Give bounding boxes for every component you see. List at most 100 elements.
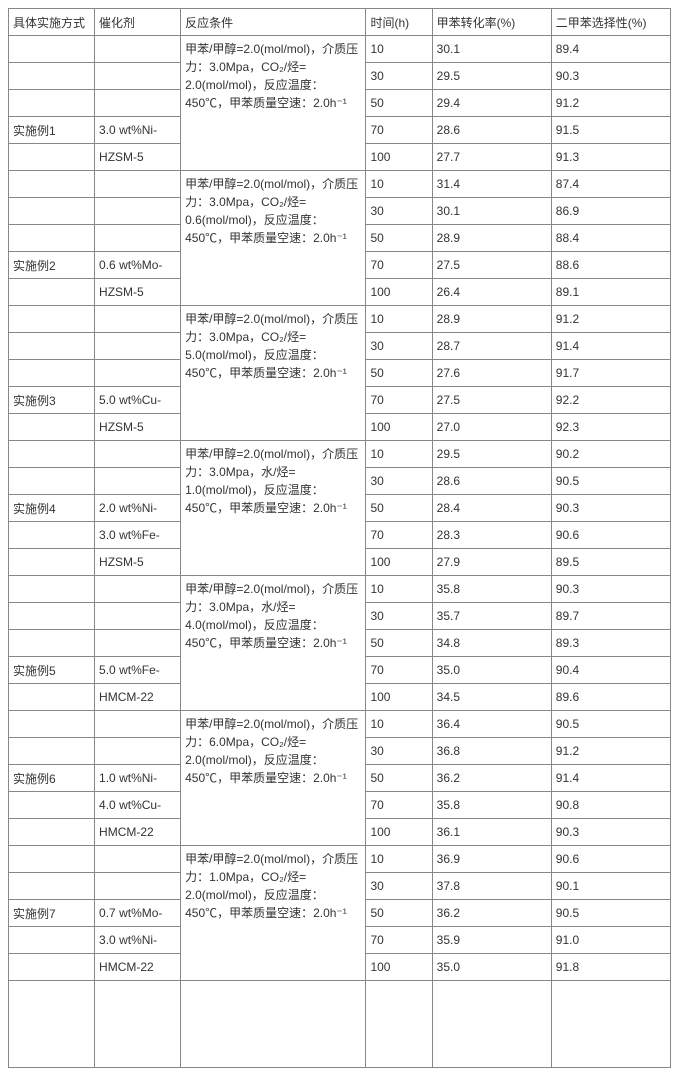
- cell-mode: [9, 171, 95, 198]
- cell-catalyst: [95, 360, 181, 387]
- cell-conv: 36.4: [432, 711, 551, 738]
- cell-time: 100: [366, 414, 432, 441]
- cell-mode: 实施例7: [9, 900, 95, 927]
- cell-mode: [9, 36, 95, 63]
- cell-conditions: 甲苯/甲醇=2.0(mol/mol)，介质压力：3.0Mpa，CO₂/烃= 2.…: [181, 36, 366, 171]
- cell-mode: 实施例4: [9, 495, 95, 522]
- cell-mode: [9, 954, 95, 981]
- cell-conv: 27.0: [432, 414, 551, 441]
- cell-sel: 89.3: [551, 630, 670, 657]
- table-row: 甲苯/甲醇=2.0(mol/mol)，介质压力：3.0Mpa，水/烃= 4.0(…: [9, 576, 671, 603]
- cell-time: 10: [366, 306, 432, 333]
- cell-mode: [9, 711, 95, 738]
- cell-sel: 91.4: [551, 765, 670, 792]
- cell-time: 100: [366, 279, 432, 306]
- cell-conv: 35.7: [432, 603, 551, 630]
- cell-catalyst: HZSM-5: [95, 279, 181, 306]
- cell-conv: 29.5: [432, 441, 551, 468]
- cell-mode: [9, 603, 95, 630]
- cell-conv: 28.4: [432, 495, 551, 522]
- cell-sel: 87.4: [551, 171, 670, 198]
- cell-time: 10: [366, 171, 432, 198]
- table-row: 甲苯/甲醇=2.0(mol/mol)，介质压力：3.0Mpa，CO₂/烃= 2.…: [9, 36, 671, 63]
- cell-catalyst: 3.0 wt%Fe-: [95, 522, 181, 549]
- cell-mode: 实施例2: [9, 252, 95, 279]
- cell-mode: [9, 927, 95, 954]
- cell-time: 100: [366, 144, 432, 171]
- cell-conditions: 甲苯/甲醇=2.0(mol/mol)，介质压力：3.0Mpa，CO₂/烃= 0.…: [181, 171, 366, 306]
- cell-time: 70: [366, 522, 432, 549]
- cell-empty: [366, 981, 432, 1068]
- cell-catalyst: [95, 90, 181, 117]
- h-conv: 甲苯转化率(%): [432, 9, 551, 36]
- cell-empty: [9, 981, 95, 1068]
- cell-catalyst: HMCM-22: [95, 954, 181, 981]
- cell-conditions: 甲苯/甲醇=2.0(mol/mol)，介质压力：3.0Mpa，水/烃= 1.0(…: [181, 441, 366, 576]
- cell-time: 30: [366, 468, 432, 495]
- cell-time: 30: [366, 603, 432, 630]
- cell-conditions: 甲苯/甲醇=2.0(mol/mol)，介质压力：3.0Mpa，水/烃= 4.0(…: [181, 576, 366, 711]
- cell-conv: 28.6: [432, 117, 551, 144]
- cell-time: 100: [366, 549, 432, 576]
- cell-sel: 91.5: [551, 117, 670, 144]
- cell-catalyst: 1.0 wt%Ni-: [95, 765, 181, 792]
- table-row: 甲苯/甲醇=2.0(mol/mol)，介质压力：3.0Mpa，CO₂/烃= 5.…: [9, 306, 671, 333]
- cell-mode: [9, 468, 95, 495]
- cell-catalyst: [95, 36, 181, 63]
- cell-catalyst: HZSM-5: [95, 144, 181, 171]
- cell-conv: 36.9: [432, 846, 551, 873]
- cell-sel: 90.8: [551, 792, 670, 819]
- cell-sel: 90.5: [551, 900, 670, 927]
- cell-sel: 91.4: [551, 333, 670, 360]
- table-row: 甲苯/甲醇=2.0(mol/mol)，介质压力：1.0Mpa，CO₂/烃= 2.…: [9, 846, 671, 873]
- h-conditions: 反应条件: [181, 9, 366, 36]
- cell-time: 10: [366, 576, 432, 603]
- cell-catalyst: 3.0 wt%Ni-: [95, 927, 181, 954]
- cell-mode: [9, 360, 95, 387]
- cell-mode: [9, 90, 95, 117]
- cell-mode: [9, 306, 95, 333]
- cell-mode: [9, 333, 95, 360]
- cell-sel: 89.7: [551, 603, 670, 630]
- cell-mode: 实施例5: [9, 657, 95, 684]
- cell-conv: 37.8: [432, 873, 551, 900]
- cell-conv: 36.2: [432, 765, 551, 792]
- cell-catalyst: [95, 468, 181, 495]
- cell-sel: 90.6: [551, 522, 670, 549]
- cell-catalyst: 3.0 wt%Ni-: [95, 117, 181, 144]
- cell-time: 30: [366, 873, 432, 900]
- cell-time: 100: [366, 954, 432, 981]
- cell-mode: [9, 873, 95, 900]
- cell-mode: [9, 441, 95, 468]
- cell-catalyst: [95, 63, 181, 90]
- cell-mode: [9, 225, 95, 252]
- cell-sel: 89.4: [551, 36, 670, 63]
- cell-catalyst: [95, 441, 181, 468]
- cell-conv: 26.4: [432, 279, 551, 306]
- cell-mode: 实施例6: [9, 765, 95, 792]
- cell-mode: 实施例1: [9, 117, 95, 144]
- cell-conv: 30.1: [432, 36, 551, 63]
- h-sel: 二甲苯选择性(%): [551, 9, 670, 36]
- cell-catalyst: [95, 738, 181, 765]
- table-row: 甲苯/甲醇=2.0(mol/mol)，介质压力：3.0Mpa，水/烃= 1.0(…: [9, 441, 671, 468]
- cell-mode: [9, 576, 95, 603]
- cell-sel: 90.5: [551, 711, 670, 738]
- cell-sel: 92.2: [551, 387, 670, 414]
- cell-sel: 91.3: [551, 144, 670, 171]
- cell-mode: [9, 63, 95, 90]
- cell-sel: 89.1: [551, 279, 670, 306]
- cell-conv: 28.6: [432, 468, 551, 495]
- cell-sel: 91.0: [551, 927, 670, 954]
- cell-sel: 92.3: [551, 414, 670, 441]
- experiment-table: 具体实施方式 催化剂 反应条件 时间(h) 甲苯转化率(%) 二甲苯选择性(%)…: [8, 8, 671, 1068]
- cell-time: 10: [366, 441, 432, 468]
- cell-conv: 27.5: [432, 387, 551, 414]
- cell-conditions: 甲苯/甲醇=2.0(mol/mol)，介质压力：1.0Mpa，CO₂/烃= 2.…: [181, 846, 366, 981]
- cell-conv: 31.4: [432, 171, 551, 198]
- cell-empty: [181, 981, 366, 1068]
- cell-mode: [9, 630, 95, 657]
- cell-conv: 28.7: [432, 333, 551, 360]
- cell-sel: 90.3: [551, 63, 670, 90]
- cell-catalyst: 0.7 wt%Mo-: [95, 900, 181, 927]
